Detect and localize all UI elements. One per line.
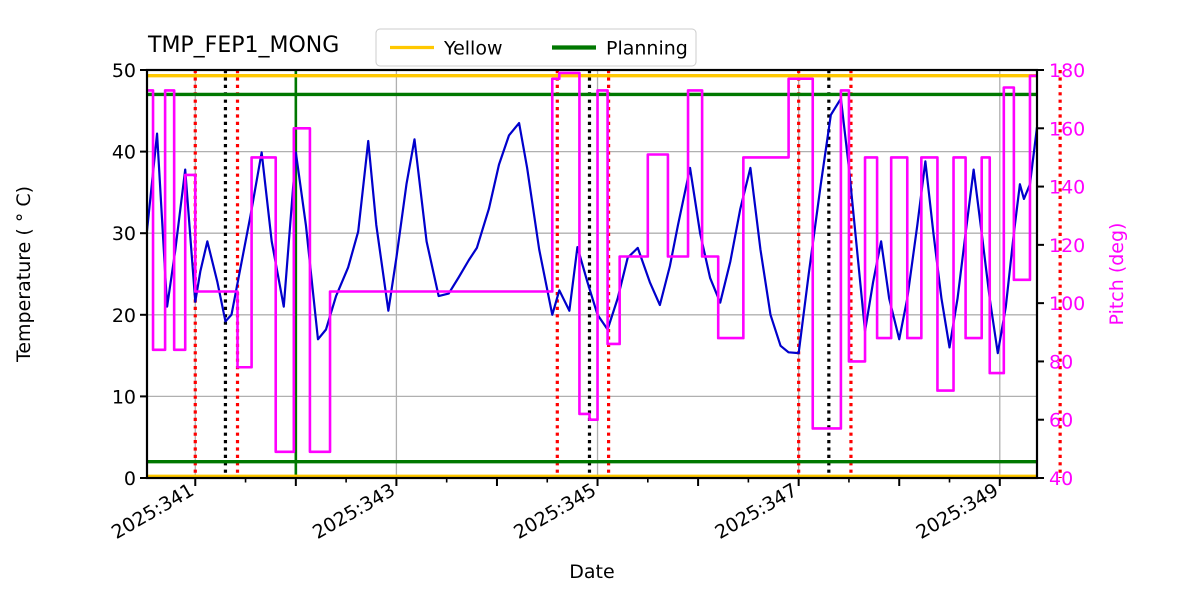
y-tick-label-right: 180 [1049,60,1085,82]
y-tick-label-right: 80 [1049,351,1073,373]
y-axis-label: Temperature ( ° C) [13,186,35,363]
plot-frame [145,68,1039,480]
y-axis-right-label: Pitch (deg) [1106,223,1128,326]
legend-label-planning: Planning [606,38,688,60]
chart-title: TMP_FEP1_MONG [147,33,339,58]
y-tick-label: 40 [112,142,136,164]
y-tick-label-right: 40 [1049,468,1073,490]
data-series [145,71,1039,454]
plot-area-background [147,70,1037,478]
y-tick-label-right: 140 [1049,177,1085,199]
y-tick-label: 20 [112,305,136,327]
legend-label-yellow: Yellow [443,38,503,60]
y-tick-label: 10 [112,386,136,408]
legend-background [375,28,697,67]
y-tick-label-right: 60 [1049,410,1073,432]
chart-legend[interactable]: Yellow Planning [375,28,697,67]
y-tick-label: 0 [124,468,136,490]
axis-ticks [140,69,1044,486]
y-tick-label-right: 160 [1049,118,1085,140]
y-tick-label: 50 [112,60,136,82]
y-tick-label-right: 100 [1049,293,1085,315]
series-line-pitch [147,71,1037,454]
y-tick-label: 30 [112,223,136,245]
x-axis-label: Date [569,561,614,583]
limit-lines [147,74,1037,479]
y-tick-label-right: 120 [1049,235,1085,257]
